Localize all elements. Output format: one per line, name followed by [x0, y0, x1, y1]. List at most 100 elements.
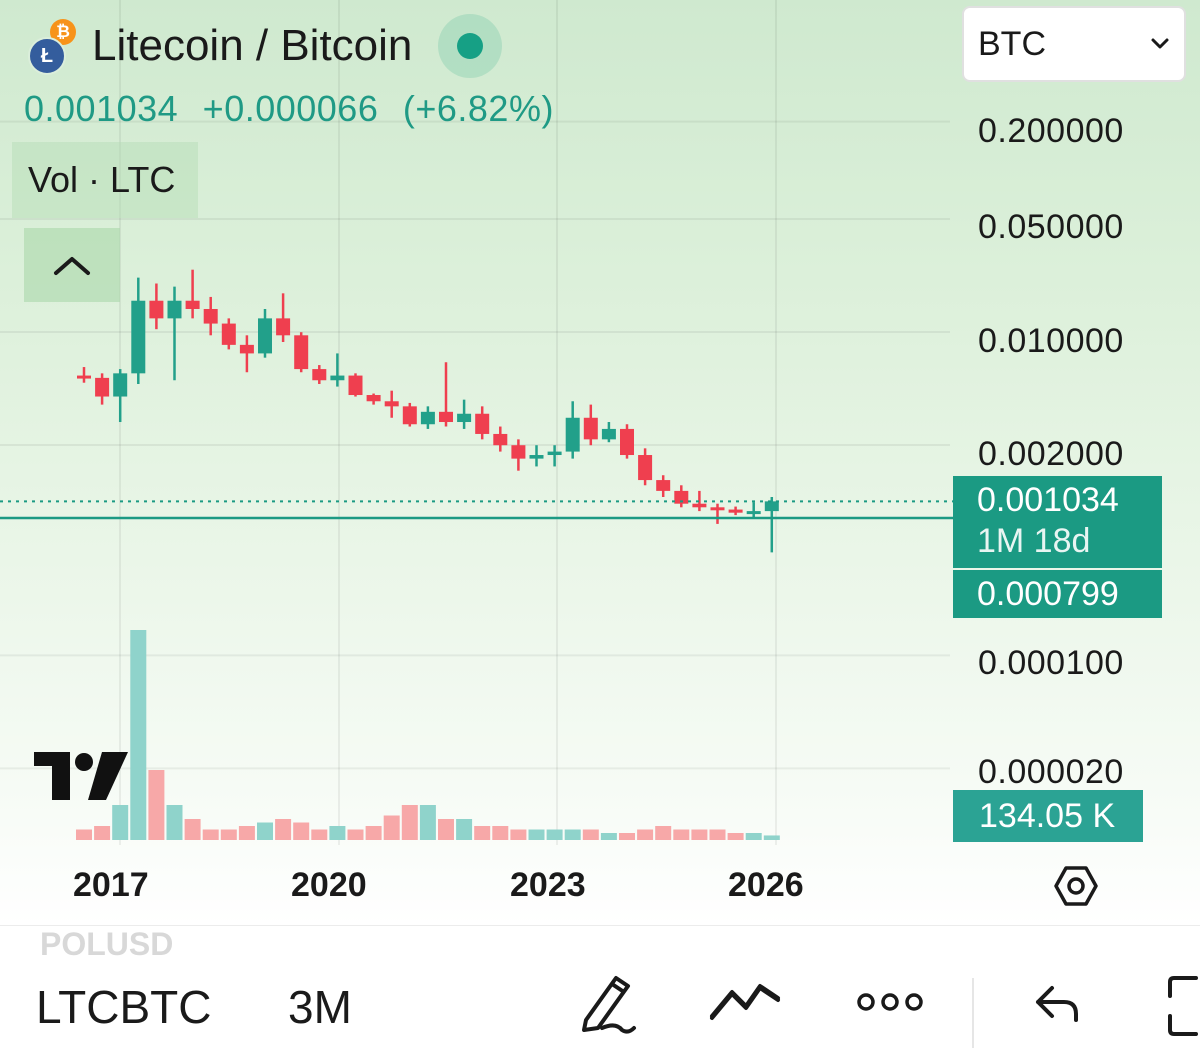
candle-body	[511, 445, 526, 459]
candle-body	[221, 323, 236, 345]
candle-body	[149, 300, 164, 319]
volume-bar	[419, 805, 436, 840]
candle-body	[258, 318, 272, 354]
candle-body	[239, 344, 254, 354]
current-price-tag: 0.001034 1M 18d	[953, 476, 1162, 568]
volume-bar	[383, 815, 400, 840]
candle-body	[710, 507, 725, 511]
volume-indicator-label[interactable]: Vol · LTC	[12, 142, 198, 218]
volume-bar	[709, 829, 726, 840]
volume-bar	[184, 819, 201, 840]
time-axis-label: 2020	[291, 866, 367, 904]
volume-bar	[619, 833, 635, 840]
last-price: 0.001034	[24, 88, 179, 129]
chevron-down-icon	[1151, 38, 1169, 49]
volume-bar	[673, 829, 690, 840]
time-axis-label: 2026	[728, 866, 804, 904]
pair-title[interactable]: Litecoin / Bitcoin	[92, 21, 413, 70]
undo-icon[interactable]	[1034, 984, 1082, 1024]
pencil-draw-icon[interactable]	[572, 970, 638, 1036]
more-dots-icon[interactable]	[856, 990, 924, 1014]
candle-countdown: 1M 18d	[977, 522, 1091, 560]
currency-select[interactable]: BTC	[962, 6, 1186, 82]
volume-bar	[528, 829, 545, 840]
market-status-indicator[interactable]	[438, 14, 503, 78]
candle-body	[493, 433, 508, 446]
candle-body	[366, 395, 381, 402]
candle-body	[185, 300, 200, 309]
volume-bar	[275, 819, 292, 840]
bitcoin-icon: ₿	[50, 19, 76, 45]
candle-body	[420, 411, 435, 425]
candle-body	[203, 308, 218, 324]
candle-body	[276, 318, 291, 336]
candle-body	[294, 335, 309, 370]
previous-symbol-ghost: POLUSD	[40, 926, 174, 962]
price-summary: 0.001034 +0.000066 (+6.82%)	[24, 88, 568, 130]
symbol-selector[interactable]: LTCBTC	[36, 981, 212, 1033]
chart-area[interactable]: ₿ Ł Litecoin / Bitcoin 0.001034 +0.00006…	[0, 0, 1200, 925]
settings-hexagon-icon[interactable]	[1052, 862, 1100, 910]
price-axis-label: 0.050000	[978, 208, 1124, 246]
toolbar-divider	[972, 978, 974, 1048]
volume-bar	[257, 822, 273, 840]
candle-body	[131, 300, 146, 374]
volume-value-tag: 134.05 K	[953, 790, 1143, 842]
volume-bar	[637, 829, 654, 840]
candle-body	[457, 413, 472, 423]
volume-bar	[582, 829, 599, 840]
candle-body	[601, 428, 616, 440]
price-axis-label: 0.200000	[978, 112, 1124, 150]
candle-body	[475, 413, 490, 434]
volume-bar	[293, 822, 310, 840]
chevron-up-icon	[54, 257, 90, 275]
volume-bar	[329, 826, 346, 840]
candle-body	[330, 375, 345, 381]
volume-bar	[148, 770, 165, 840]
candle-body	[764, 501, 779, 512]
crosshair-price-tag: 0.000799	[953, 570, 1162, 618]
candle-body	[638, 455, 653, 481]
volume-bar	[655, 826, 672, 840]
candle-body	[565, 417, 580, 452]
bottom-toolbar: POLUSD LTCBTC 3M	[0, 925, 1200, 1056]
price-chart[interactable]	[0, 0, 1200, 925]
volume-bar	[438, 819, 454, 840]
volume-bar	[76, 829, 92, 840]
volume-bar	[238, 826, 255, 840]
candle-body	[674, 490, 689, 504]
candle-body	[547, 451, 562, 456]
collapse-legend-button[interactable]	[24, 228, 120, 302]
candle-body	[728, 509, 743, 513]
time-axis-label: 2017	[73, 866, 149, 904]
fullscreen-icon[interactable]	[1166, 974, 1200, 1038]
volume-bar	[311, 829, 328, 840]
volume-bar	[745, 833, 762, 840]
current-price-value: 0.001034	[977, 481, 1119, 519]
candle-body	[529, 455, 544, 459]
candle-body	[656, 480, 671, 491]
candle-body	[348, 375, 363, 396]
tradingview-logo	[34, 752, 128, 800]
candle-body	[620, 428, 634, 456]
volume-bar	[401, 805, 418, 840]
candle-body	[439, 411, 453, 423]
candle-body	[692, 503, 707, 508]
chart-header: ₿ Ł Litecoin / Bitcoin	[22, 14, 503, 78]
price-change-percent: (+6.82%)	[402, 88, 554, 129]
candle-body	[167, 300, 182, 319]
candle-body	[77, 375, 91, 379]
live-dot-icon	[457, 33, 484, 59]
time-axis-label: 2023	[510, 866, 586, 904]
volume-bar	[94, 826, 111, 840]
volume-bar	[220, 829, 237, 840]
volume-bar	[130, 630, 147, 840]
volume-bar	[492, 826, 509, 840]
volume-bar	[112, 805, 129, 840]
currency-select-value: BTC	[978, 24, 1046, 63]
interval-selector[interactable]: 3M	[288, 981, 352, 1033]
indicators-icon[interactable]	[708, 978, 782, 1028]
volume-bar	[763, 835, 780, 840]
volume-bar	[347, 829, 364, 840]
